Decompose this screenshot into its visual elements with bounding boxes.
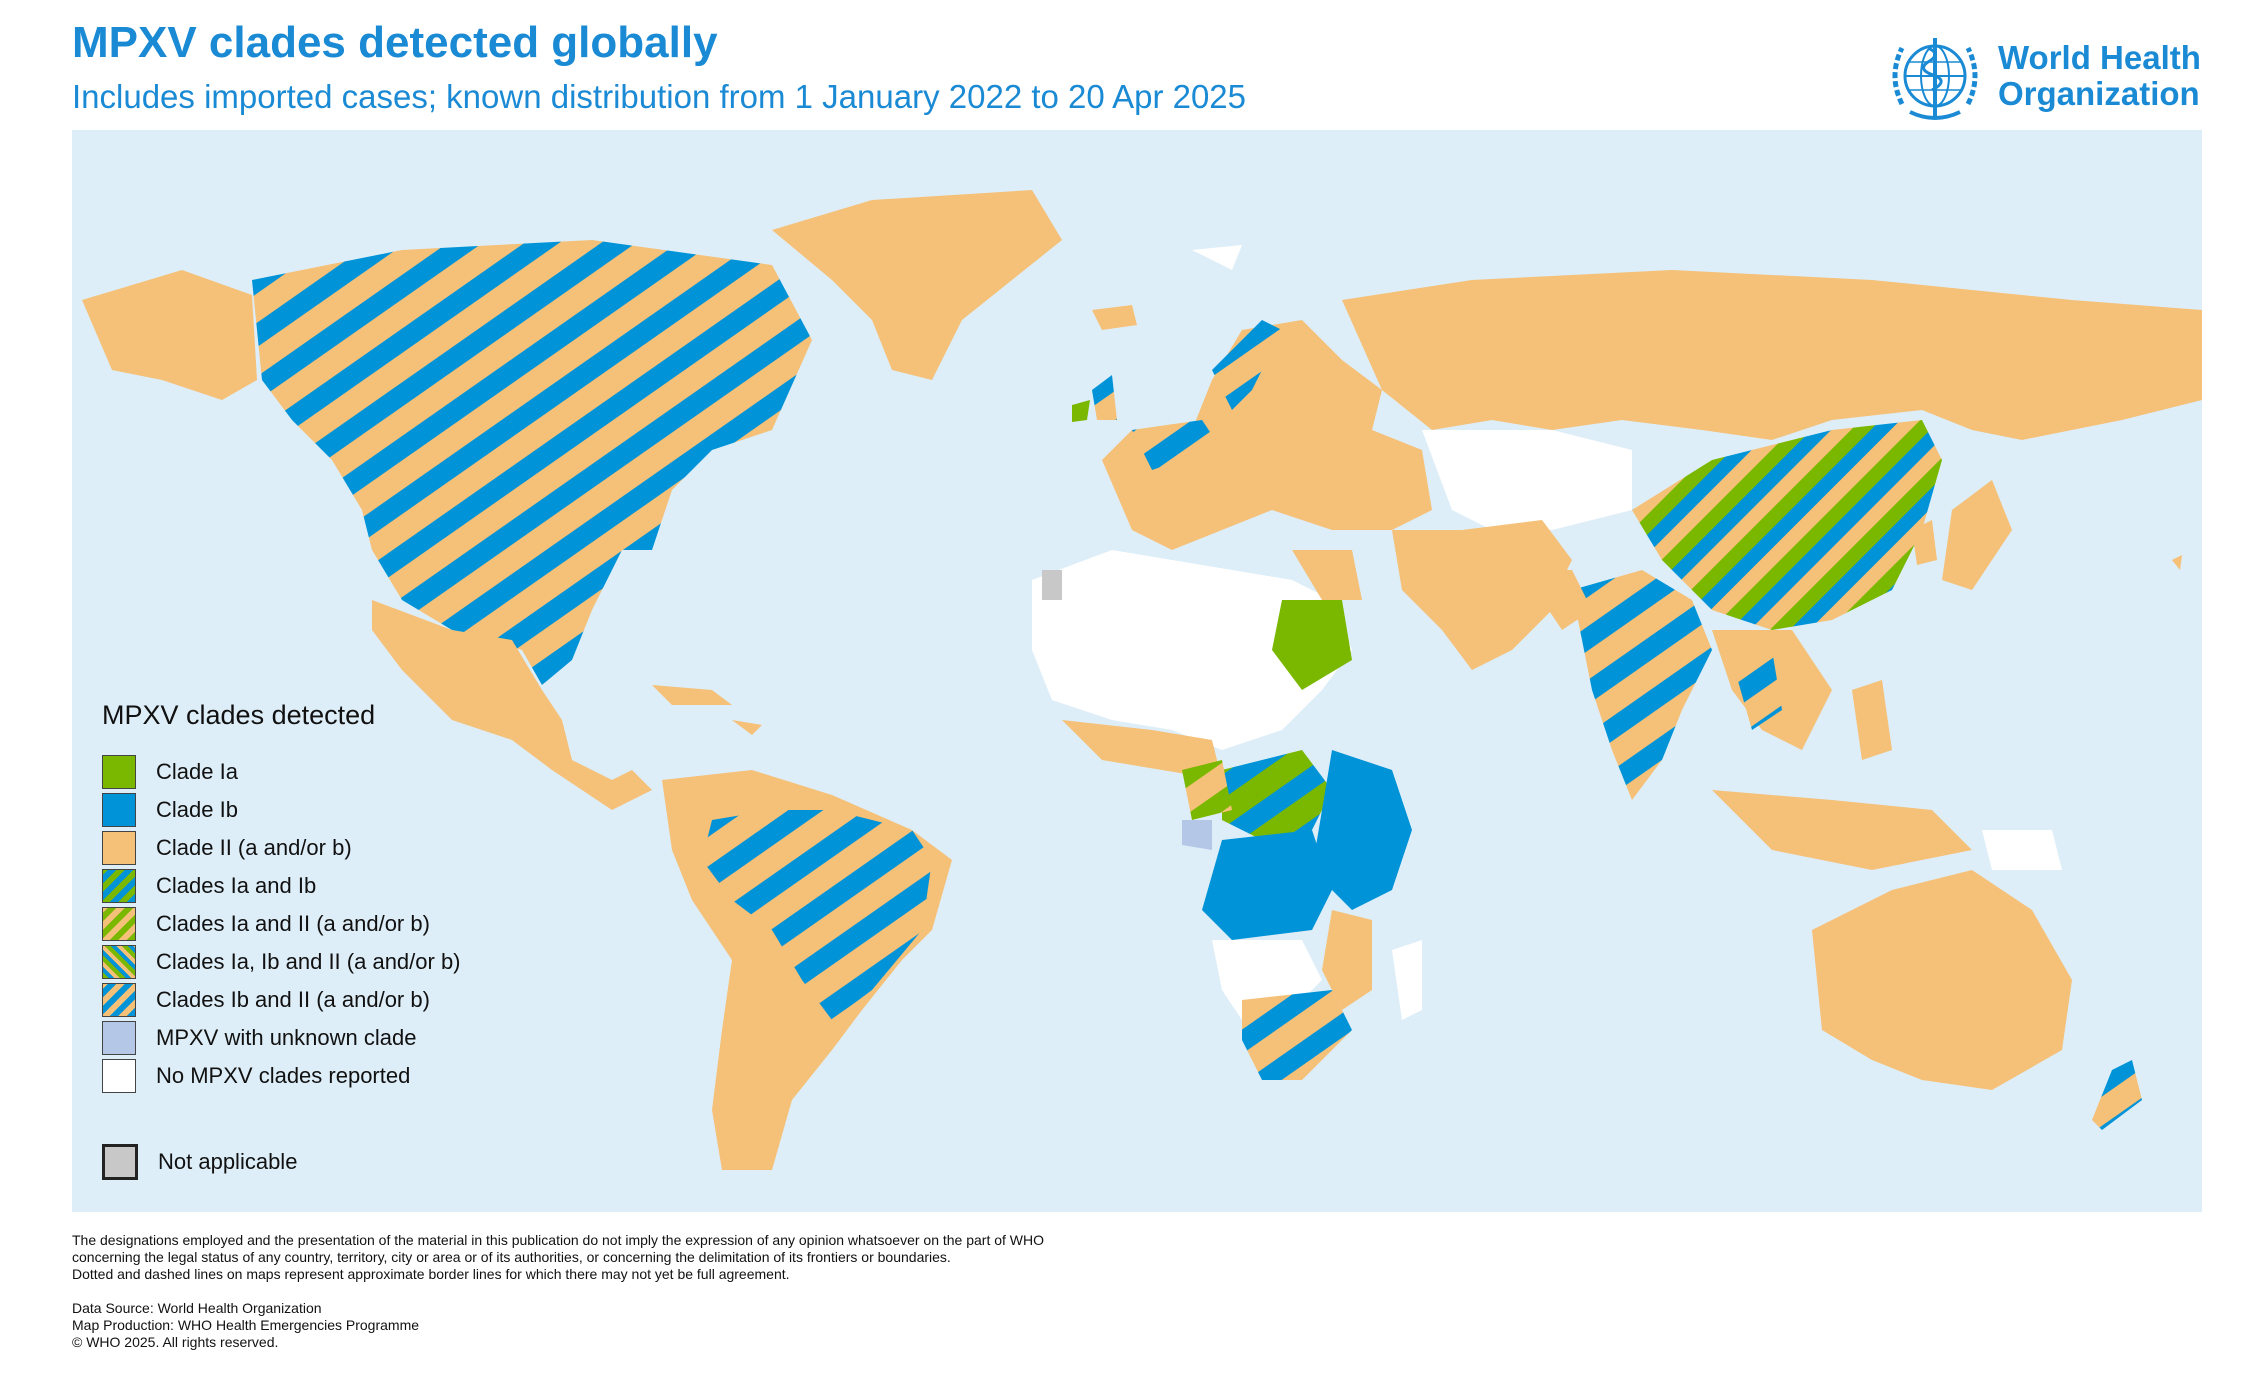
europe — [1102, 320, 1432, 550]
legend-swatch-not-applicable — [102, 1144, 138, 1180]
who-emblem-icon — [1892, 38, 1978, 120]
png-white — [1982, 830, 2062, 870]
australia — [1812, 870, 2072, 1090]
legend-item: Clades Ia and II (a and/or b) — [102, 905, 461, 943]
west-africa-ii — [1062, 720, 1222, 780]
philippines — [1852, 680, 1892, 760]
egypt — [1292, 550, 1362, 600]
legend-item: MPXV with unknown clade — [102, 1019, 461, 1057]
disclaimer-line: concerning the legal status of any count… — [72, 1249, 951, 1265]
scandinavia-striped — [1212, 320, 1282, 410]
legend-label: Clade II (a and/or b) — [156, 835, 352, 860]
thailand-ib-ii — [1732, 650, 1782, 730]
legend-not-applicable: Not applicable — [102, 1144, 297, 1180]
legend-label: No MPXV clades reported — [156, 1063, 411, 1088]
disclaimer-line: The designations employed and the presen… — [72, 1232, 1045, 1248]
south-africa-ib-ii — [1242, 990, 1352, 1080]
legend-item: Clades Ia, Ib and II (a and/or b) — [102, 943, 461, 981]
east-africa-ib — [1312, 750, 1412, 910]
map-subtitle: Includes imported cases; known distribut… — [72, 78, 1247, 115]
madagascar — [1392, 940, 1422, 1020]
sudan — [1272, 600, 1352, 690]
legend-label: Not applicable — [158, 1149, 298, 1174]
cameroon-ia-ii — [1182, 760, 1232, 820]
new-zealand — [2092, 1060, 2142, 1130]
legend-item: Clades Ib and II (a and/or b) — [102, 981, 461, 1019]
logo-line1: World Health — [1998, 39, 2201, 76]
uk-striped — [1092, 375, 1117, 420]
korea — [1912, 520, 1937, 565]
legend-item: No MPXV clades reported — [102, 1057, 461, 1095]
legend-swatch-clades-ia-ib — [102, 869, 136, 903]
alaska — [82, 270, 257, 400]
ireland — [1072, 400, 1090, 422]
legend-swatch-clades-ia-ii — [102, 907, 136, 941]
central-asia-white — [1422, 430, 1632, 530]
legend-swatch-unknown — [102, 1021, 136, 1055]
legend-item: Clades Ia and Ib — [102, 867, 461, 905]
pakistan — [1522, 570, 1592, 630]
disclaimer-line: Dotted and dashed lines on maps represen… — [72, 1266, 790, 1282]
legend-label: Clades Ib and II (a and/or b) — [156, 987, 430, 1012]
legend-item: Clade Ia — [102, 753, 461, 791]
legend-label: Clade Ia — [156, 759, 238, 784]
map-legend: MPXV clades detected Clade Ia Clade Ib C… — [102, 700, 461, 1095]
legend-swatch-clade-ia — [102, 755, 136, 789]
india-ib-ii — [1572, 570, 1712, 800]
legend-title: MPXV clades detected — [102, 700, 376, 730]
legend-swatch-clade-ii — [102, 831, 136, 865]
world-map — [72, 130, 2202, 1212]
china-tri — [1632, 420, 1942, 630]
legend-swatch-clades-ib-ii — [102, 983, 136, 1017]
legend-swatch-clades-ia-ib-ii — [102, 945, 136, 979]
legend-item: Clade II (a and/or b) — [102, 829, 461, 867]
footer: The designations employed and the presen… — [72, 1232, 1044, 1351]
mexico-central-america — [372, 600, 652, 810]
greenland — [772, 190, 1062, 380]
legend-item: Clade Ib — [102, 791, 461, 829]
legend-label: Clade Ib — [156, 797, 238, 822]
gabon-unknown — [1182, 820, 1212, 850]
credit-line: © WHO 2025. All rights reserved. — [72, 1334, 279, 1350]
drc-ib — [1202, 830, 1332, 940]
indonesia — [1712, 790, 1972, 870]
legend-swatch-clade-ib — [102, 793, 136, 827]
mozambique — [1322, 910, 1372, 1010]
legend-label: Clades Ia, Ib and II (a and/or b) — [156, 949, 461, 974]
credit-line: Map Production: WHO Health Emergencies P… — [72, 1317, 420, 1333]
russia — [1342, 270, 2202, 440]
legend-label: Clades Ia and II (a and/or b) — [156, 911, 430, 936]
credit-line: Data Source: World Health Organization — [72, 1300, 322, 1316]
north-america-striped — [252, 240, 812, 685]
central-africa-ia-ib — [1222, 750, 1332, 840]
legend-swatch-none — [102, 1059, 136, 1093]
europe-west-striped — [1132, 420, 1222, 470]
africa-north — [1032, 550, 1352, 750]
brazil-striped — [702, 810, 932, 1020]
japan — [1942, 480, 2012, 590]
logo-line2: Organization — [1998, 75, 2200, 112]
who-logo: World Health Organization — [1880, 24, 2210, 128]
legend-label: MPXV with unknown clade — [156, 1025, 417, 1050]
legend-label: Clades Ia and Ib — [156, 873, 317, 898]
morocco-na — [1042, 570, 1062, 600]
map-title: MPXV clades detected globally — [72, 18, 718, 67]
